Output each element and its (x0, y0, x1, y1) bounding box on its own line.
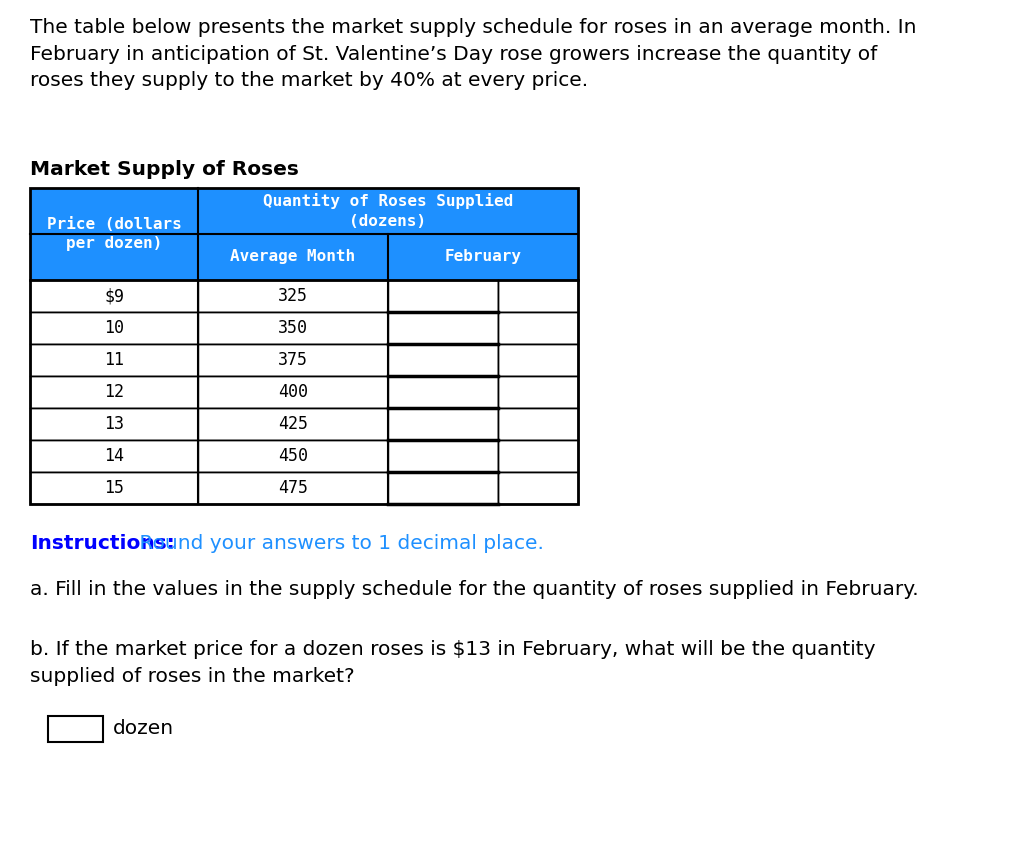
Text: 475: 475 (278, 479, 308, 497)
Bar (198, 472, 388, 504)
Bar (30, 472, 198, 504)
Bar (498, 376, 578, 408)
Text: 425: 425 (278, 415, 308, 433)
Bar (198, 344, 388, 376)
Bar (198, 188, 578, 234)
Bar (388, 376, 498, 408)
Bar (30, 312, 198, 344)
Bar (388, 408, 498, 440)
Bar (388, 280, 498, 312)
Bar (498, 440, 578, 472)
Text: 13: 13 (104, 415, 124, 433)
Bar (30, 440, 198, 472)
Bar (198, 408, 388, 440)
Text: 10: 10 (104, 319, 124, 337)
Text: Instructions:: Instructions: (30, 534, 175, 553)
Bar (198, 234, 388, 280)
Text: 375: 375 (278, 351, 308, 369)
Text: 11: 11 (104, 351, 124, 369)
Text: a. Fill in the values in the supply schedule for the quantity of roses supplied : a. Fill in the values in the supply sche… (30, 580, 919, 599)
Bar (498, 408, 578, 440)
Bar (30, 188, 578, 504)
Bar (388, 234, 578, 280)
Text: Quantity of Roses Supplied
(dozens): Quantity of Roses Supplied (dozens) (263, 193, 513, 229)
Text: 325: 325 (278, 287, 308, 305)
Bar (48, 716, 103, 742)
Bar (498, 280, 578, 312)
Bar (198, 440, 388, 472)
Bar (30, 280, 198, 312)
Bar (388, 472, 498, 504)
Text: Round your answers to 1 decimal place.: Round your answers to 1 decimal place. (133, 534, 544, 553)
Text: Price (dollars
per dozen): Price (dollars per dozen) (47, 217, 181, 252)
Bar (30, 188, 198, 280)
Bar (388, 312, 498, 344)
Text: 350: 350 (278, 319, 308, 337)
Bar (198, 312, 388, 344)
Bar (498, 312, 578, 344)
Bar (498, 472, 578, 504)
Bar (198, 280, 388, 312)
Bar (30, 376, 198, 408)
Text: 450: 450 (278, 447, 308, 465)
Text: $9: $9 (104, 287, 124, 305)
Text: 400: 400 (278, 383, 308, 401)
Text: b. If the market price for a dozen roses is $13 in February, what will be the qu: b. If the market price for a dozen roses… (30, 640, 876, 686)
Bar (388, 440, 498, 472)
Bar (498, 344, 578, 376)
Bar (30, 344, 198, 376)
Text: Average Month: Average Month (230, 249, 355, 265)
Bar (388, 344, 498, 376)
Text: The table below presents the market supply schedule for roses in an average mont: The table below presents the market supp… (30, 18, 916, 90)
Text: 14: 14 (104, 447, 124, 465)
Text: 15: 15 (104, 479, 124, 497)
Text: February: February (444, 249, 521, 265)
Bar (198, 376, 388, 408)
Text: dozen: dozen (113, 720, 174, 739)
Text: Market Supply of Roses: Market Supply of Roses (30, 160, 299, 179)
Text: 12: 12 (104, 383, 124, 401)
Bar (30, 408, 198, 440)
